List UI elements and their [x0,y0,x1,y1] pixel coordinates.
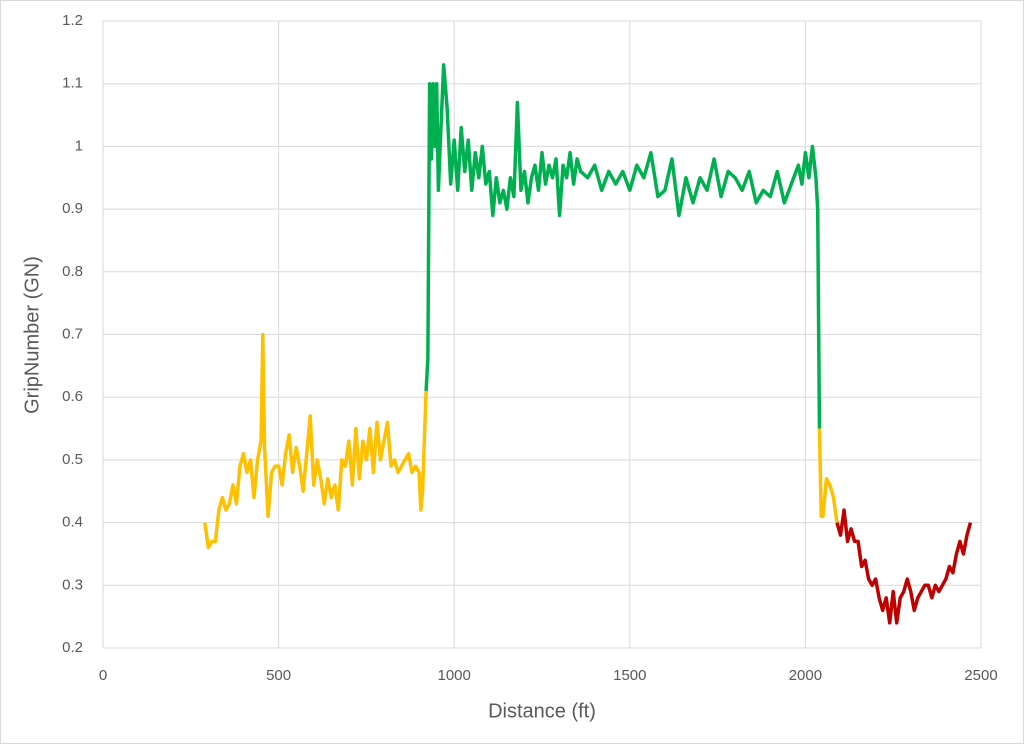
x-tick-label: 1500 [613,667,646,684]
y-axis-title: GripNumber (GN) [21,256,43,414]
data-line [424,63,822,429]
y-tick-label: 0.2 [62,639,83,656]
x-tick-label: 2000 [789,667,822,684]
y-tick-label: 0.8 [62,263,83,280]
y-tick-label: 0.3 [62,576,83,593]
y-tick-label: 0.6 [62,388,83,405]
x-tick-label: 500 [266,667,291,684]
y-tick-label: 0.7 [62,325,83,342]
x-tick-label: 2500 [964,667,997,684]
y-tick-label: 1.2 [62,12,83,29]
data-line [203,332,428,550]
data-line [835,508,973,625]
data-line [817,428,839,523]
x-axis-title: Distance (ft) [488,700,596,722]
x-tick-label: 1000 [438,667,471,684]
y-tick-label: 1.1 [62,75,83,92]
x-tick-label: 0 [99,667,107,684]
y-tick-label: 0.5 [62,451,83,468]
y-tick-label: 0.4 [62,514,83,531]
y-tick-label: 0.9 [62,200,83,217]
y-tick-label: 1 [75,137,83,154]
